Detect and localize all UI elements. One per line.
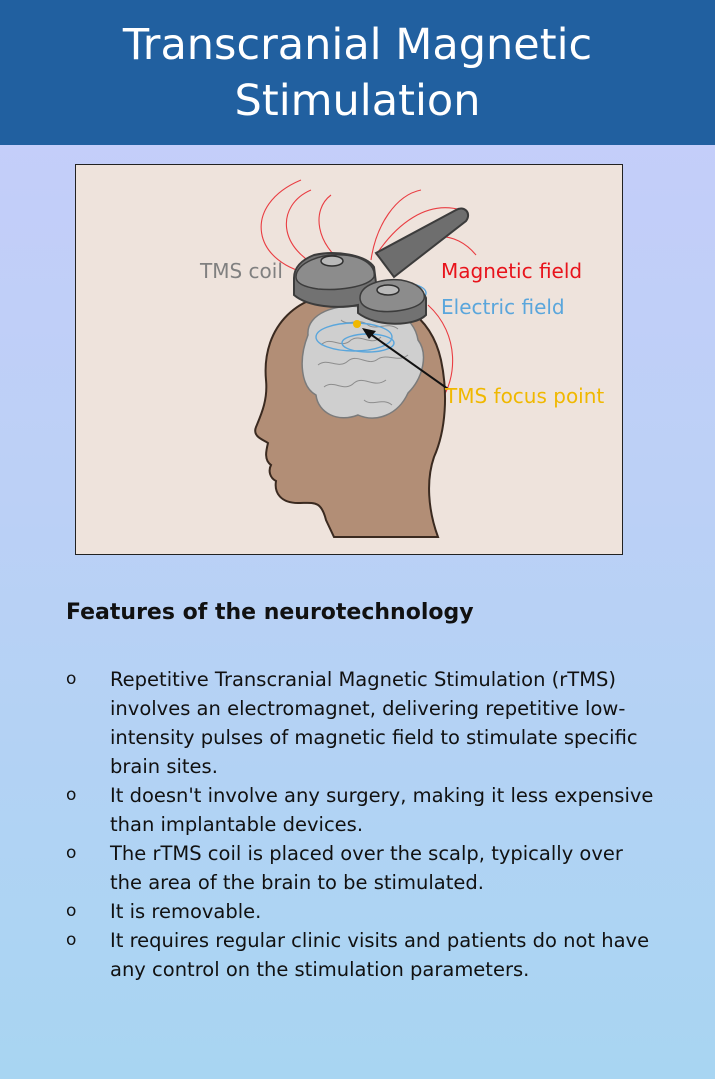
bullet-icon: o xyxy=(66,843,77,863)
list-item: o Repetitive Transcranial Magnetic Stimul… xyxy=(66,665,656,781)
electric-field-label: Electric field xyxy=(441,295,565,319)
coil-handle xyxy=(374,207,470,279)
brain-folds xyxy=(317,319,409,406)
bullet-icon: o xyxy=(66,901,77,921)
bullet-icon: o xyxy=(66,930,77,950)
list-item: o It doesn't involve any surgery, making … xyxy=(66,781,656,839)
bullet-icon: o xyxy=(66,785,77,805)
focus-point-label: TMS focus point xyxy=(445,384,605,408)
bullet-icon: o xyxy=(66,669,77,689)
features-heading: Features of the neurotechnology xyxy=(66,600,474,625)
focus-point-dot xyxy=(353,320,361,328)
list-item: o It is removable. xyxy=(66,897,656,926)
coil-label: TMS coil xyxy=(200,259,283,283)
page-title: Transcranial Magnetic Stimulation xyxy=(122,19,593,126)
title-banner: Transcranial Magnetic Stimulation xyxy=(0,0,715,145)
magnetic-field-label: Magnetic field xyxy=(441,259,583,283)
focus-arrow xyxy=(365,330,449,390)
tms-diagram: TMS coil Magnetic field Electric field T… xyxy=(75,164,623,555)
list-item: o It requires regular clinic visits and p… xyxy=(66,926,656,984)
list-item: o The rTMS coil is placed over the scalp,… xyxy=(66,839,656,897)
features-list: o Repetitive Transcranial Magnetic Stimul… xyxy=(66,665,656,984)
tms-illustration xyxy=(254,179,477,538)
